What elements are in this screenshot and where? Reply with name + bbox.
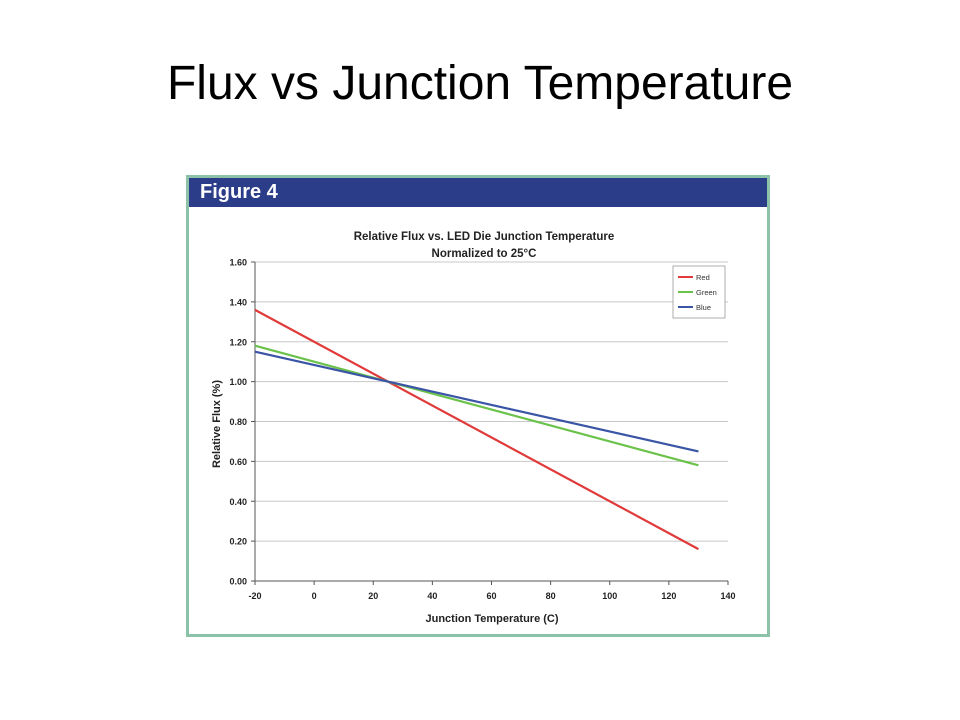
x-tick-label: 40 [427, 591, 437, 601]
chart: Relative Flux vs. LED Die Junction Tempe… [211, 231, 736, 625]
y-tick-label: 1.60 [229, 258, 247, 268]
series-line-red [254, 308, 699, 551]
y-tick-label: 0.60 [229, 457, 247, 467]
series-line-blue [254, 350, 699, 453]
x-tick-label: 120 [661, 591, 676, 601]
legend-label-red: Red [696, 273, 710, 282]
x-tick-label: 60 [486, 591, 496, 601]
legend-label-green: Green [696, 288, 717, 297]
x-tick-label: 0 [312, 591, 317, 601]
chart-subtitle: Normalized to 25°C [432, 248, 537, 260]
plot-series [254, 308, 699, 551]
y-tick-label: 1.40 [229, 297, 247, 307]
legend-box [672, 265, 726, 319]
series-line-green [254, 344, 699, 467]
x-axis-label: Junction Temperature (C) [425, 613, 558, 625]
x-tick-label: 20 [368, 591, 378, 601]
y-tick-label: 0.80 [229, 417, 247, 427]
y-tick-label: 0.00 [229, 577, 247, 587]
figure-header: Figure 4 [189, 178, 767, 207]
legend: Red Green Blue [672, 265, 726, 319]
y-tick-label: 1.00 [229, 377, 247, 387]
plot-grid [255, 261, 728, 582]
y-tick-label: 0.20 [229, 537, 247, 547]
x-tick-label: 80 [546, 591, 556, 601]
plot-axes: 0.00 0.20 0.40 0.60 0.80 1.00 1.20 1.40 1.60 -20 0… [229, 258, 735, 602]
slide-title: Flux vs Junction Temperature [166, 57, 794, 110]
x-tick-label: 100 [602, 591, 617, 601]
y-axis-label: Relative Flux (%) [211, 380, 223, 468]
y-tick-label: 1.20 [229, 337, 247, 347]
chart-title: Relative Flux vs. LED Die Junction Tempe… [354, 231, 615, 243]
figure-frame: Figure 4 Relative Flux vs. LED Die Junct… [186, 175, 770, 637]
x-tick-label: -20 [248, 591, 261, 601]
x-tick-label: 140 [720, 591, 735, 601]
y-tick-label: 0.40 [229, 497, 247, 507]
legend-label-blue: Blue [696, 303, 711, 312]
